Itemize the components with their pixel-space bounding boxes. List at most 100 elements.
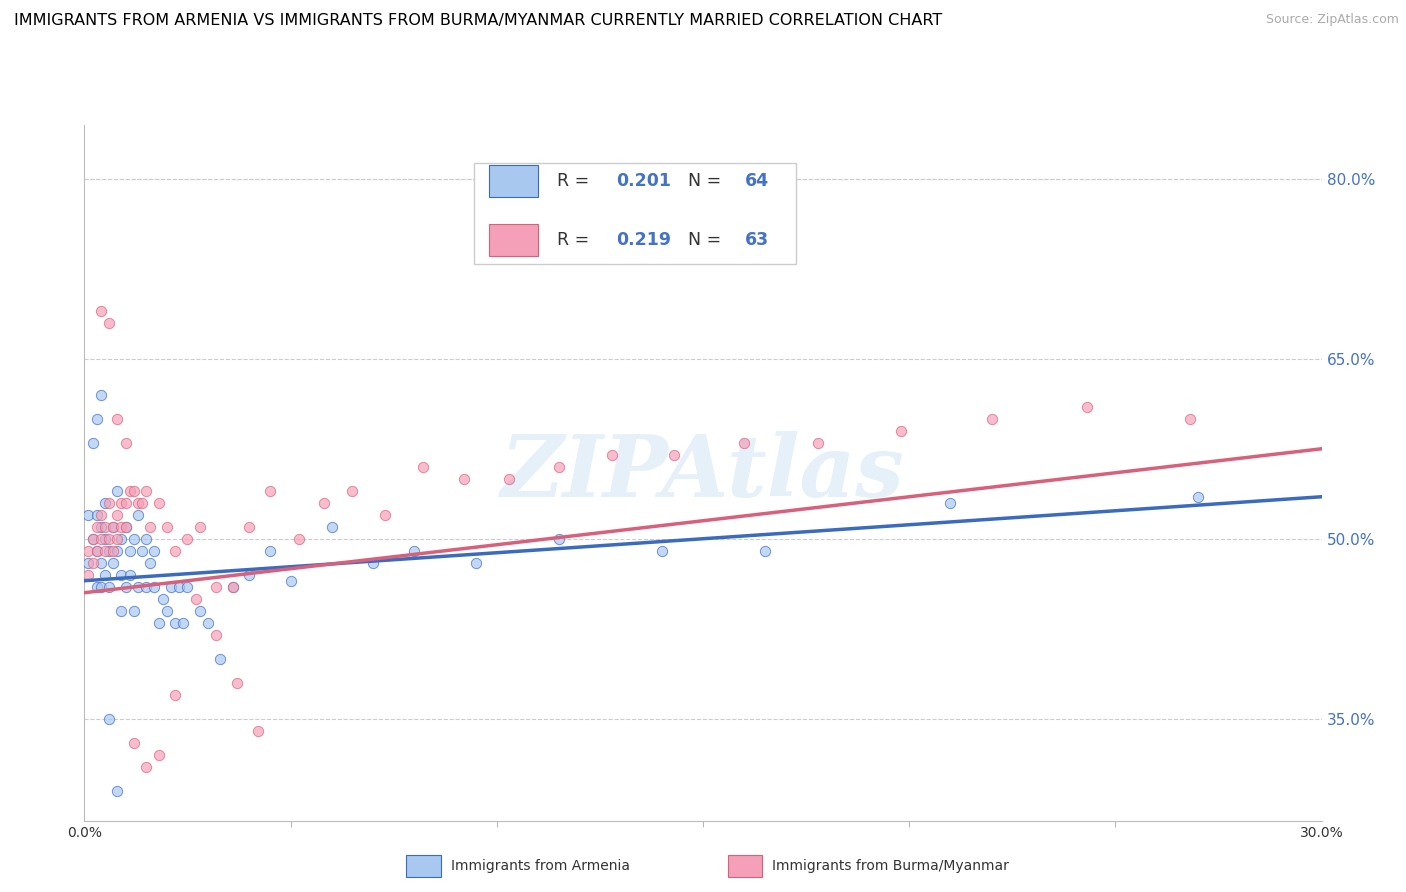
FancyBboxPatch shape bbox=[728, 855, 762, 877]
Point bbox=[939, 496, 962, 510]
Point bbox=[131, 496, 153, 510]
Point bbox=[547, 532, 569, 546]
Point bbox=[98, 580, 121, 594]
Text: 0.219: 0.219 bbox=[616, 231, 672, 250]
Point bbox=[1178, 411, 1201, 425]
Point bbox=[238, 567, 260, 582]
Point bbox=[105, 411, 128, 425]
Point bbox=[135, 532, 157, 546]
Point bbox=[114, 435, 136, 450]
Point bbox=[498, 472, 520, 486]
Point bbox=[114, 580, 136, 594]
Point bbox=[122, 736, 145, 750]
Point bbox=[103, 520, 125, 534]
Point bbox=[94, 543, 117, 558]
Point bbox=[118, 483, 141, 498]
Point bbox=[105, 483, 128, 498]
Point bbox=[98, 316, 121, 330]
Point bbox=[1187, 490, 1209, 504]
Point bbox=[86, 580, 108, 594]
Point bbox=[114, 520, 136, 534]
Point bbox=[77, 556, 100, 570]
Point bbox=[259, 483, 281, 498]
Point bbox=[90, 303, 112, 318]
Point bbox=[90, 556, 112, 570]
Point bbox=[86, 543, 108, 558]
Point bbox=[167, 580, 190, 594]
Text: IMMIGRANTS FROM ARMENIA VS IMMIGRANTS FROM BURMA/MYANMAR CURRENTLY MARRIED CORRE: IMMIGRANTS FROM ARMENIA VS IMMIGRANTS FR… bbox=[14, 13, 942, 29]
Point bbox=[222, 580, 245, 594]
Point bbox=[246, 723, 269, 738]
Point bbox=[135, 580, 157, 594]
Text: ZIPAtlas: ZIPAtlas bbox=[501, 431, 905, 515]
Point bbox=[404, 543, 426, 558]
Point bbox=[547, 459, 569, 474]
Point bbox=[94, 567, 117, 582]
Text: N =: N = bbox=[678, 231, 727, 250]
Point bbox=[143, 543, 166, 558]
Point bbox=[361, 556, 384, 570]
Text: Source: ZipAtlas.com: Source: ZipAtlas.com bbox=[1265, 13, 1399, 27]
Point bbox=[122, 604, 145, 618]
Point bbox=[453, 472, 475, 486]
Point bbox=[98, 496, 121, 510]
Point bbox=[807, 435, 830, 450]
Point bbox=[662, 448, 685, 462]
Point bbox=[312, 496, 335, 510]
Point bbox=[148, 747, 170, 762]
Point bbox=[131, 543, 153, 558]
Point bbox=[122, 483, 145, 498]
Point bbox=[342, 483, 364, 498]
Point bbox=[90, 532, 112, 546]
FancyBboxPatch shape bbox=[489, 165, 538, 196]
Point bbox=[110, 532, 132, 546]
Point bbox=[82, 532, 104, 546]
Point bbox=[160, 580, 183, 594]
Point bbox=[176, 580, 198, 594]
Point bbox=[139, 520, 162, 534]
Point bbox=[172, 615, 194, 630]
Point bbox=[94, 496, 117, 510]
Point bbox=[127, 580, 149, 594]
Text: R =: R = bbox=[557, 172, 595, 190]
Point bbox=[98, 532, 121, 546]
Point bbox=[114, 496, 136, 510]
Point bbox=[165, 543, 187, 558]
Point bbox=[105, 783, 128, 797]
Point bbox=[288, 532, 311, 546]
Point bbox=[176, 532, 198, 546]
Text: Immigrants from Burma/Myanmar: Immigrants from Burma/Myanmar bbox=[772, 859, 1010, 873]
Point bbox=[197, 615, 219, 630]
Point bbox=[110, 496, 132, 510]
FancyBboxPatch shape bbox=[406, 855, 440, 877]
Point bbox=[103, 520, 125, 534]
Point bbox=[465, 556, 488, 570]
Point bbox=[980, 411, 1002, 425]
Point bbox=[374, 508, 396, 522]
Point bbox=[90, 388, 112, 402]
Point bbox=[139, 556, 162, 570]
Point bbox=[127, 508, 149, 522]
Point bbox=[82, 556, 104, 570]
Point bbox=[110, 567, 132, 582]
Point bbox=[222, 580, 245, 594]
Point bbox=[184, 591, 207, 606]
Point bbox=[165, 615, 187, 630]
Point bbox=[143, 580, 166, 594]
Point bbox=[205, 628, 228, 642]
Point bbox=[890, 424, 912, 438]
Point bbox=[188, 520, 211, 534]
Point bbox=[135, 759, 157, 773]
Point bbox=[733, 435, 755, 450]
Point bbox=[280, 574, 302, 588]
Point bbox=[205, 580, 228, 594]
Text: 0.201: 0.201 bbox=[616, 172, 672, 190]
Point bbox=[209, 651, 232, 665]
Point bbox=[412, 459, 434, 474]
Point bbox=[114, 520, 136, 534]
Point bbox=[90, 580, 112, 594]
Point bbox=[188, 604, 211, 618]
FancyBboxPatch shape bbox=[489, 225, 538, 256]
Point bbox=[259, 543, 281, 558]
Point bbox=[82, 532, 104, 546]
